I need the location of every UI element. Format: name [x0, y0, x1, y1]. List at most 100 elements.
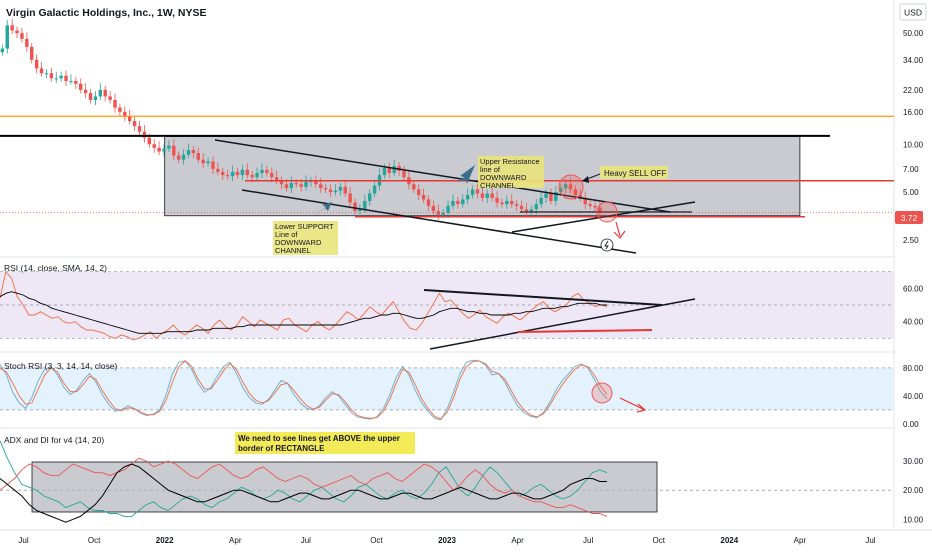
candle-body	[475, 189, 480, 194]
candle-body	[441, 212, 445, 215]
rsi-trend-lower	[429, 298, 696, 350]
candle-body	[30, 46, 34, 60]
stoch-d-line	[0, 360, 608, 420]
arrow-up-right-icon	[458, 165, 475, 184]
currency-button[interactable]	[899, 3, 927, 21]
stoch-band	[0, 367, 894, 410]
candle-body	[157, 147, 161, 152]
annotation-heavy-sell-off[interactable]: Heavy SELL OFF	[600, 166, 668, 179]
candle-body	[480, 193, 485, 198]
candle-body	[20, 33, 24, 39]
candle-body	[583, 197, 587, 205]
adx-title: ADX and DI for v4 (14, 20)	[4, 435, 104, 445]
candle-body	[539, 197, 543, 205]
candle-body	[0, 48, 5, 53]
candle-body	[5, 25, 9, 49]
price-tick-label: 22.00	[903, 86, 924, 95]
annotation-need-lines-above[interactable]: We need to see lines get ABOVE the upper…	[235, 432, 415, 454]
candle-body	[446, 205, 450, 213]
annotation-lower-support-line3: DOWNWARD	[275, 238, 322, 247]
candle-body	[495, 197, 499, 203]
sell-off-circle	[558, 174, 584, 200]
candle-body	[598, 207, 602, 213]
candle-body	[260, 169, 264, 173]
candle-body	[284, 184, 289, 189]
stoch-tick-label: 80.00	[903, 364, 924, 373]
candle-body	[534, 204, 538, 210]
candle-body	[186, 150, 191, 155]
adx-rectangle	[31, 461, 658, 513]
candle-body	[181, 154, 186, 160]
candle-body	[485, 193, 489, 198]
candle-body	[39, 68, 44, 74]
candle-body	[49, 73, 54, 79]
annotation-lower-support[interactable]: Lower SUPPORT Line of DOWNWARD CHANNEL	[273, 221, 338, 255]
candle-body	[44, 73, 49, 75]
rsi-title: RSI (14, close, SMA, 14, 2)	[4, 263, 107, 273]
candle-body	[294, 183, 298, 185]
candle-body	[147, 137, 152, 145]
candle-body	[74, 81, 78, 84]
candle-body	[372, 185, 377, 194]
time-tick-label: Oct	[653, 536, 666, 545]
candle-body	[250, 175, 254, 178]
candle-body	[568, 184, 573, 190]
candle-body	[353, 202, 357, 212]
time-tick-label: Apr	[229, 536, 242, 545]
candle-body	[15, 30, 19, 34]
channel-lower-line	[241, 189, 637, 254]
rsi-ma-line	[0, 291, 607, 334]
candle-body	[274, 177, 279, 181]
candle-body	[98, 89, 103, 97]
candle-body	[196, 153, 200, 160]
candle-body	[382, 167, 387, 176]
candle-body	[123, 111, 127, 117]
triangle-rising-line	[511, 201, 696, 233]
channel-upper-line	[214, 139, 671, 213]
candle-body	[83, 89, 88, 94]
candle-body	[578, 194, 583, 198]
candle-body	[514, 204, 519, 206]
lightning-badge	[600, 238, 614, 252]
arrow-up-icon	[308, 202, 332, 219]
lightning-icon	[604, 240, 609, 250]
candle-body	[451, 200, 455, 206]
di-minus-line	[0, 457, 608, 517]
candle-body	[554, 192, 558, 201]
candle-body	[338, 186, 343, 191]
time-tick-label: Apr	[794, 536, 807, 545]
annotation-need-lines-above-line1: We need to see lines get ABOVE the upper	[238, 434, 400, 443]
candle-body	[191, 150, 196, 154]
candle-body	[319, 184, 323, 189]
candle-body	[240, 169, 245, 176]
annotation-upper-resistance-line3: DOWNWARD	[480, 173, 527, 182]
candle-body	[559, 188, 563, 193]
time-tick-label: Oct	[370, 536, 383, 545]
time-tick-label: Jul	[583, 536, 593, 545]
annotation-upper-resistance[interactable]: Upper Resistance line of DOWNWARD CHANNE…	[478, 156, 544, 190]
candle-body	[529, 209, 534, 212]
candle-body	[456, 200, 460, 205]
breakdown-circle	[596, 201, 618, 223]
annotation-lower-support-line2: Line of	[275, 230, 298, 239]
candle-body	[152, 144, 156, 148]
time-tick-label: Apr	[511, 536, 524, 545]
price-tick-label: 7.00	[903, 165, 919, 174]
annotation-upper-resistance-line4: CHANNEL	[480, 181, 516, 190]
last-price-badge	[895, 211, 923, 224]
candle-body	[461, 199, 465, 205]
candle-body	[108, 96, 112, 100]
candle-body	[142, 131, 147, 138]
candle-body	[279, 180, 284, 185]
candle-body	[88, 93, 93, 100]
candle-body	[265, 169, 269, 173]
rsi-red-line	[517, 329, 653, 333]
annotation-need-lines-above-line2: border of RECTANGLE	[238, 444, 325, 453]
candle-body	[593, 205, 597, 208]
candle-body	[304, 181, 308, 187]
candle-body	[93, 96, 98, 100]
candle-body	[392, 165, 396, 173]
pointer-arrow-icon	[582, 176, 589, 183]
